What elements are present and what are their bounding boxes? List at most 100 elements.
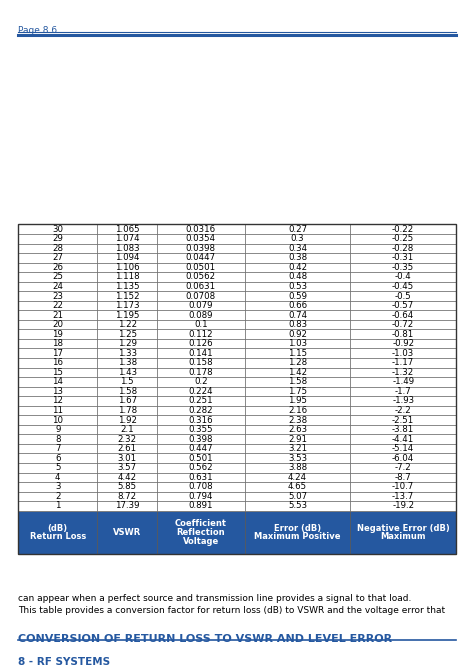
- Text: -19.2: -19.2: [392, 501, 414, 511]
- Text: 1.58: 1.58: [288, 378, 307, 386]
- Text: -1.7: -1.7: [395, 387, 411, 396]
- Bar: [157, 434, 245, 444]
- Text: 0.178: 0.178: [189, 368, 213, 377]
- Bar: [157, 482, 245, 492]
- Text: 3.21: 3.21: [288, 444, 307, 453]
- Text: 1.118: 1.118: [115, 272, 139, 282]
- Bar: [350, 406, 456, 415]
- Text: 2.16: 2.16: [288, 406, 307, 415]
- Text: -2.2: -2.2: [395, 406, 411, 415]
- Bar: [98, 310, 157, 320]
- Text: -4.41: -4.41: [392, 435, 414, 444]
- Bar: [18, 415, 98, 425]
- Text: 0.224: 0.224: [189, 387, 213, 396]
- Text: 0.112: 0.112: [189, 330, 213, 339]
- Text: 27: 27: [52, 253, 63, 262]
- Text: 0.3: 0.3: [291, 235, 304, 243]
- Bar: [157, 263, 245, 272]
- Bar: [18, 358, 98, 368]
- Bar: [350, 444, 456, 454]
- Bar: [157, 444, 245, 454]
- Bar: [18, 282, 98, 291]
- Bar: [245, 243, 350, 253]
- Bar: [18, 329, 98, 339]
- Bar: [18, 224, 98, 234]
- Text: -6.04: -6.04: [392, 454, 414, 463]
- Bar: [18, 434, 98, 444]
- Text: 18: 18: [52, 339, 63, 348]
- Bar: [98, 368, 157, 377]
- Text: -0.5: -0.5: [395, 292, 411, 300]
- Text: -0.35: -0.35: [392, 263, 414, 272]
- Bar: [18, 301, 98, 310]
- Text: 1.083: 1.083: [115, 244, 139, 253]
- Text: -0.57: -0.57: [392, 301, 414, 310]
- Bar: [98, 282, 157, 291]
- Bar: [350, 434, 456, 444]
- Text: 0.0562: 0.0562: [186, 272, 216, 282]
- Bar: [350, 301, 456, 310]
- Text: 0.891: 0.891: [189, 501, 213, 511]
- Text: 0.0316: 0.0316: [186, 224, 216, 234]
- Text: 0.38: 0.38: [288, 253, 307, 262]
- Text: 3.88: 3.88: [288, 463, 307, 472]
- Text: 1.75: 1.75: [288, 387, 307, 396]
- Bar: [18, 263, 98, 272]
- Bar: [18, 320, 98, 329]
- Text: 0.501: 0.501: [189, 454, 213, 463]
- Text: 1.074: 1.074: [115, 235, 139, 243]
- Bar: [245, 320, 350, 329]
- Bar: [98, 454, 157, 463]
- Text: 2.91: 2.91: [288, 435, 307, 444]
- Bar: [157, 358, 245, 368]
- Bar: [350, 339, 456, 349]
- Bar: [18, 368, 98, 377]
- Text: 1.065: 1.065: [115, 224, 139, 234]
- Bar: [350, 358, 456, 368]
- Bar: [18, 501, 98, 511]
- Text: Page 8.6: Page 8.6: [18, 26, 57, 34]
- Bar: [18, 291, 98, 301]
- Bar: [98, 377, 157, 386]
- Bar: [350, 291, 456, 301]
- Text: 2.32: 2.32: [118, 435, 137, 444]
- Text: 0.42: 0.42: [288, 263, 307, 272]
- Bar: [157, 253, 245, 263]
- Bar: [98, 243, 157, 253]
- Text: 0.2: 0.2: [194, 378, 208, 386]
- Text: VSWR: VSWR: [113, 528, 141, 537]
- Text: 1.29: 1.29: [118, 339, 137, 348]
- Text: 30: 30: [52, 224, 63, 234]
- Text: 1.5: 1.5: [120, 378, 134, 386]
- Bar: [245, 501, 350, 511]
- Text: -10.7: -10.7: [392, 482, 414, 491]
- Text: -0.22: -0.22: [392, 224, 414, 234]
- Text: This table provides a conversion factor for return loss (dB) to VSWR and the vol: This table provides a conversion factor …: [18, 606, 445, 615]
- Text: 2.38: 2.38: [288, 415, 307, 425]
- Bar: [98, 444, 157, 454]
- Text: 5.85: 5.85: [118, 482, 137, 491]
- Text: 0.34: 0.34: [288, 244, 307, 253]
- Bar: [350, 224, 456, 234]
- Bar: [18, 425, 98, 434]
- Text: 8 - RF SYSTEMS: 8 - RF SYSTEMS: [18, 657, 110, 667]
- Text: -0.81: -0.81: [392, 330, 414, 339]
- Text: -0.31: -0.31: [392, 253, 414, 262]
- Text: 5: 5: [55, 463, 61, 472]
- Text: 0.92: 0.92: [288, 330, 307, 339]
- Text: 1.95: 1.95: [288, 396, 307, 405]
- Bar: [245, 463, 350, 472]
- Text: -0.64: -0.64: [392, 310, 414, 320]
- Bar: [18, 406, 98, 415]
- Text: 20: 20: [52, 320, 63, 329]
- Bar: [350, 454, 456, 463]
- Text: 26: 26: [52, 263, 63, 272]
- Bar: [157, 234, 245, 243]
- Text: -0.28: -0.28: [392, 244, 414, 253]
- Text: Maximum: Maximum: [381, 532, 426, 542]
- Text: 10: 10: [52, 415, 63, 425]
- Text: Negative Error (dB): Negative Error (dB): [357, 523, 449, 533]
- Text: 19: 19: [52, 330, 63, 339]
- Text: 0.83: 0.83: [288, 320, 307, 329]
- Bar: [98, 415, 157, 425]
